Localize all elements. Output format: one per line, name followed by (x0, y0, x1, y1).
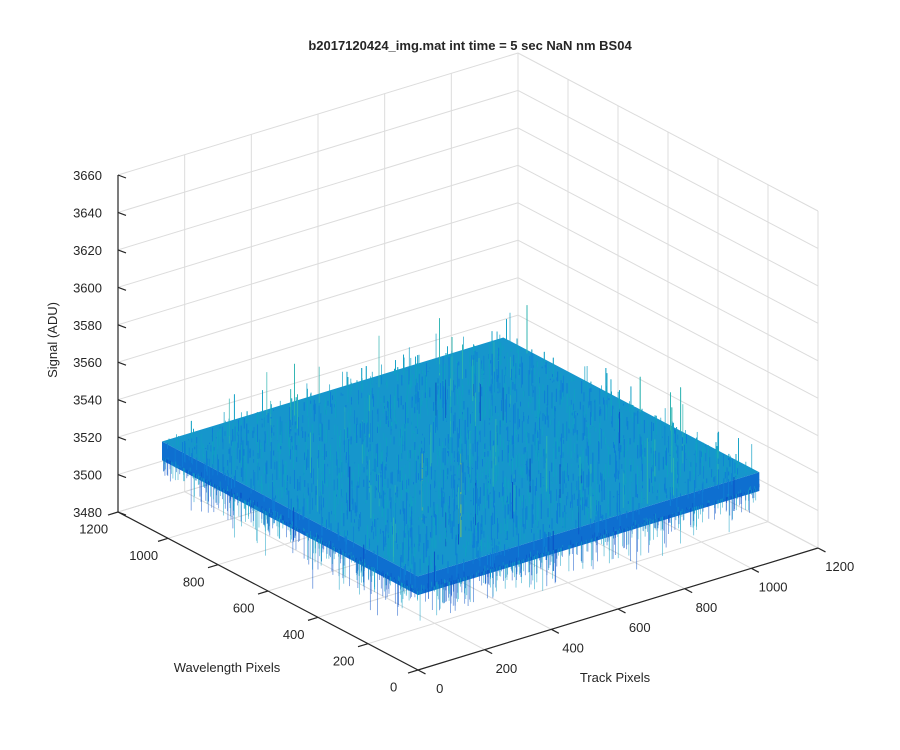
surface-plot (162, 305, 760, 621)
side-wall-gridline (517, 127, 819, 287)
side-wall-gridline (517, 277, 819, 437)
floor-gridline (367, 521, 769, 645)
back-wall-gridline (117, 277, 519, 401)
back-wall-gridline (117, 202, 519, 326)
back-wall-gridline (117, 239, 519, 363)
side-wall-gridline (517, 239, 819, 399)
back-wall-gridline (117, 89, 519, 213)
side-wall-gridline (517, 90, 819, 249)
back-wall-gridline (117, 127, 519, 251)
surface-front-face (162, 441, 760, 596)
back-wall-gridline (117, 164, 519, 288)
side-wall-gridline (517, 202, 819, 362)
side-wall-gridline (517, 314, 819, 474)
back-wall-gridline (117, 52, 519, 176)
side-wall-gridline (517, 52, 819, 212)
back-wall-gridline (117, 314, 519, 438)
side-wall-gridline (517, 164, 819, 324)
